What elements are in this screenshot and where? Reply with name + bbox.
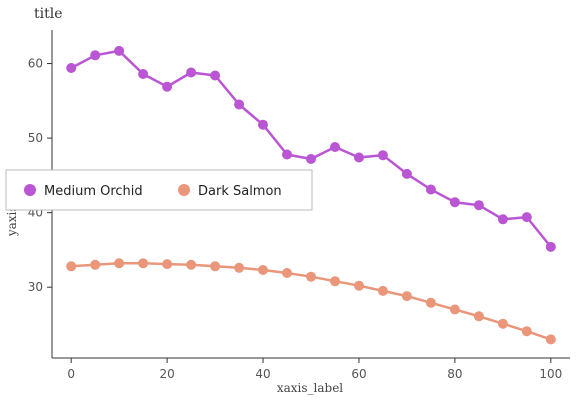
data-point-medium-orchid [473, 200, 484, 211]
data-point-medium-orchid [138, 69, 149, 79]
data-point-dark-salmon [545, 334, 556, 345]
data-point-dark-salmon [306, 271, 316, 282]
x-tick-label: 20 [159, 367, 174, 381]
x-tick-label: 0 [67, 367, 75, 381]
data-point-dark-salmon [521, 326, 532, 337]
x-tick-label: 60 [351, 367, 366, 381]
data-point-dark-salmon [234, 262, 245, 273]
legend-label-medium-orchid: Medium Orchid [44, 184, 143, 199]
data-point-dark-salmon [330, 276, 340, 287]
x-tick-label: 80 [447, 367, 462, 381]
data-point-medium-orchid [521, 212, 532, 223]
data-point-medium-orchid [497, 214, 508, 225]
data-point-medium-orchid [162, 81, 173, 92]
series-line-medium-orchid [70, 49, 552, 248]
legend: Medium Orchid Dark Salmon [5, 169, 313, 211]
data-point-dark-salmon [354, 280, 364, 291]
data-point-medium-orchid [258, 119, 268, 130]
data-point-dark-salmon [90, 259, 101, 270]
data-point-medium-orchid [90, 50, 101, 61]
legend-label-dark-salmon: Dark Salmon [198, 184, 282, 199]
data-point-medium-orchid [330, 142, 340, 152]
series-medium-orchid [66, 45, 556, 252]
x-tick-label: 40 [255, 367, 270, 381]
data-point-medium-orchid [545, 241, 556, 252]
y-tick-label: 30 [28, 280, 43, 294]
series-layer [66, 45, 556, 345]
data-point-dark-salmon [425, 297, 436, 308]
data-point-medium-orchid [114, 45, 125, 56]
data-point-medium-orchid [401, 168, 412, 179]
data-point-dark-salmon [186, 259, 197, 270]
x-axis-label: xaxis_label [277, 381, 343, 395]
legend-marker-medium-orchid [24, 184, 36, 196]
data-point-medium-orchid [282, 149, 292, 160]
data-point-medium-orchid [425, 184, 436, 195]
x-tick-label: 100 [539, 367, 562, 381]
data-point-dark-salmon [66, 261, 77, 272]
chart-title: title [34, 6, 63, 22]
data-point-dark-salmon [497, 318, 508, 329]
data-point-dark-salmon [449, 304, 460, 315]
data-point-dark-salmon [114, 258, 125, 269]
data-point-dark-salmon [377, 285, 388, 296]
data-point-medium-orchid [186, 67, 197, 78]
data-point-dark-salmon [282, 268, 292, 278]
data-point-dark-salmon [258, 265, 268, 275]
data-point-dark-salmon [473, 311, 484, 322]
legend-box [5, 169, 313, 211]
y-tick-label: 60 [28, 57, 43, 71]
data-point-medium-orchid [234, 99, 245, 110]
data-point-medium-orchid [306, 154, 316, 164]
data-point-dark-salmon [401, 291, 412, 302]
data-point-dark-salmon [162, 259, 173, 270]
data-point-medium-orchid [377, 150, 388, 161]
legend-marker-dark-salmon [178, 184, 190, 196]
data-point-medium-orchid [354, 152, 364, 163]
data-point-medium-orchid [449, 197, 460, 208]
y-tick-label: 50 [28, 131, 43, 145]
data-point-dark-salmon [210, 261, 221, 272]
data-point-medium-orchid [210, 70, 221, 81]
x-axis: 0 20 40 60 80 100 [52, 357, 570, 381]
data-point-dark-salmon [138, 258, 149, 269]
series-dark-salmon [66, 258, 556, 345]
data-point-medium-orchid [66, 63, 77, 73]
